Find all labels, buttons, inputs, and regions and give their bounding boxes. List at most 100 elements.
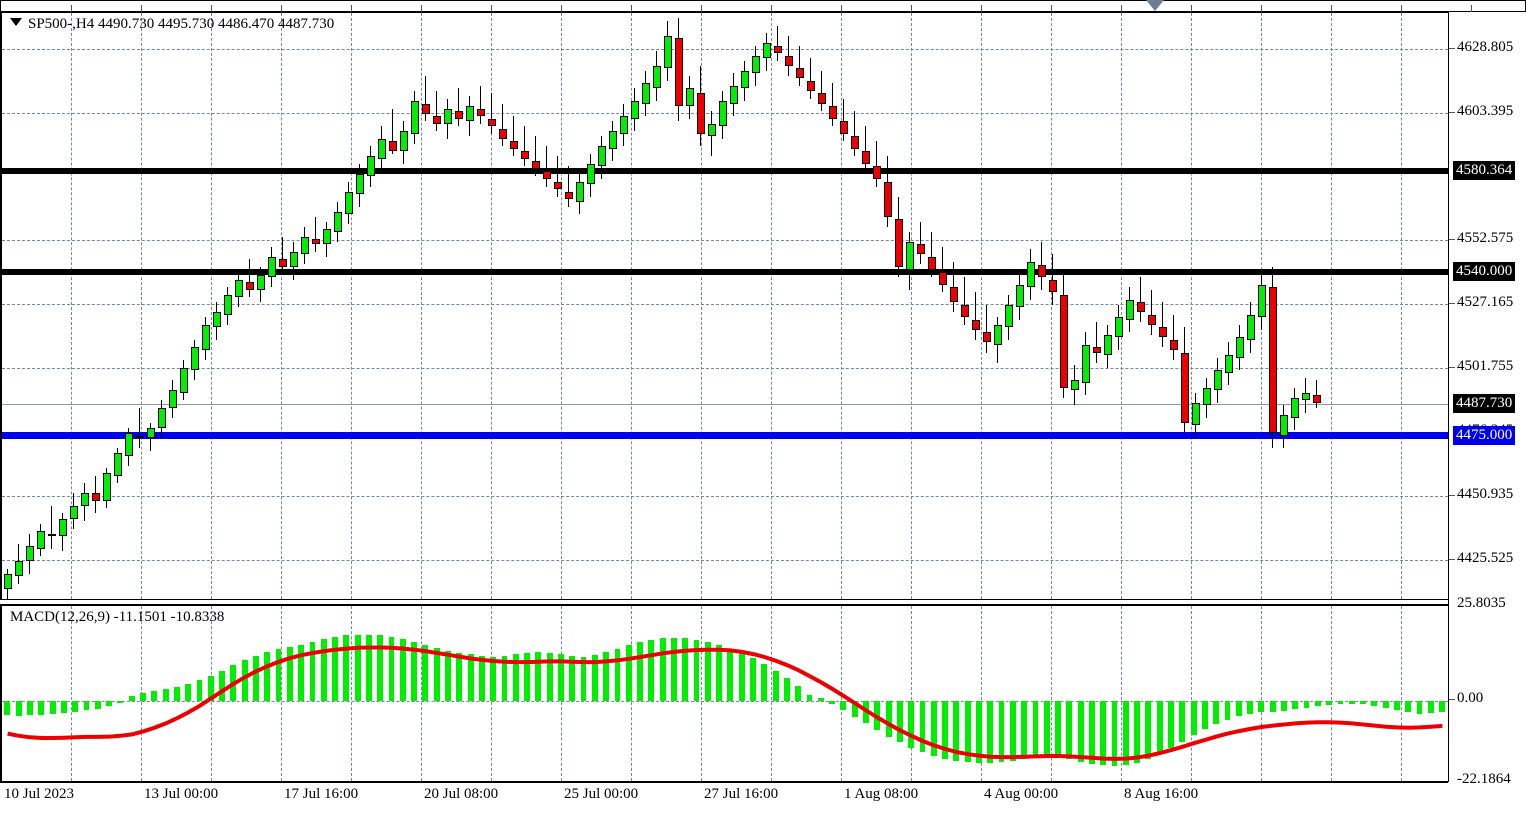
macd-histogram-bar	[365, 634, 372, 701]
macd-histogram-bar	[817, 697, 824, 701]
ruler-tick	[561, 5, 562, 13]
candle-wick	[568, 166, 569, 207]
candlestick	[1148, 13, 1156, 599]
candle-body-bearish	[477, 108, 485, 117]
candle-body-bullish	[1071, 380, 1079, 391]
macd-histogram-bar	[1303, 700, 1310, 708]
candlestick	[730, 13, 738, 599]
price-scale-label: 4628.805	[1457, 38, 1514, 55]
candlestick	[356, 13, 364, 599]
price-scale[interactable]: 4628.805 4603.395 4580.364 4552.575 4540.000…	[1448, 12, 1526, 787]
macd-histogram-bar	[60, 700, 67, 713]
candle-wick	[1096, 322, 1097, 363]
candle-body-bearish	[1049, 279, 1057, 293]
candle-body-bullish	[356, 173, 364, 195]
grid-line-vertical	[211, 13, 212, 599]
horizontal-level-line[interactable]	[2, 167, 1448, 174]
candlestick	[664, 13, 672, 599]
candlestick	[455, 13, 463, 599]
candle-body-bullish	[730, 85, 738, 104]
candlestick	[620, 13, 628, 599]
macd-histogram-bar	[162, 688, 169, 701]
current-price-line	[2, 403, 1448, 405]
macd-histogram-bar	[546, 652, 553, 701]
macd-histogram-bar	[219, 670, 225, 701]
candle-body-bullish	[1115, 317, 1123, 338]
time-axis-label: 13 Jul 00:00	[144, 786, 219, 802]
candle-body-bullish	[345, 191, 353, 215]
macd-histogram-bar	[343, 635, 350, 701]
candle-body-bullish	[125, 433, 133, 456]
candle-body-bearish	[774, 45, 782, 54]
macd-histogram-bar	[411, 641, 418, 701]
ruler-tick	[1471, 5, 1472, 13]
candlestick	[235, 13, 243, 599]
candlestick	[257, 13, 265, 599]
candle-body-bullish	[1291, 397, 1299, 418]
candlestick	[48, 13, 56, 599]
macd-histogram-bar	[467, 654, 474, 701]
macd-histogram-bar	[1416, 700, 1423, 714]
candle-body-bullish	[576, 181, 584, 202]
price-scale-label: 4487.730	[1453, 393, 1516, 413]
candlestick	[1060, 13, 1068, 599]
horizontal-level-line[interactable]	[2, 269, 1448, 276]
macd-histogram-bar	[614, 648, 621, 701]
candlestick	[631, 13, 639, 599]
time-axis-label: 20 Jul 08:00	[424, 786, 499, 802]
candlestick	[15, 13, 23, 599]
candlestick	[829, 13, 837, 599]
candlestick	[147, 13, 155, 599]
price-scale-label: 4580.364	[1453, 160, 1516, 180]
macd-histogram-bar	[490, 656, 497, 701]
grid-line-vertical	[841, 13, 842, 599]
candle-body-bearish	[928, 256, 936, 270]
macd-histogram-bar	[1032, 700, 1039, 758]
macd-histogram-bar	[1326, 700, 1333, 706]
dropdown-triangle-icon[interactable]	[10, 18, 22, 26]
candle-wick	[1162, 302, 1163, 348]
horizontal-level-line[interactable]	[2, 432, 1448, 440]
candle-body-bullish	[290, 251, 298, 267]
macd-histogram-bar	[512, 654, 519, 701]
macd-histogram-bar	[851, 700, 858, 717]
chart-marker-triangle[interactable]	[1146, 0, 1164, 11]
candle-body-bearish	[1170, 339, 1178, 350]
candle-body-bearish	[939, 272, 947, 285]
time-axis-label: 27 Jul 16:00	[704, 786, 779, 802]
macd-histogram-bar	[716, 644, 723, 701]
candle-body-bearish	[884, 181, 892, 217]
grid-line-vertical	[1261, 606, 1262, 781]
macd-histogram-bar	[4, 700, 11, 716]
candle-body-bearish	[499, 128, 507, 139]
time-axis-label: 17 Jul 16:00	[284, 786, 359, 802]
ruler-tick	[1121, 5, 1122, 13]
grid-line-vertical	[281, 606, 282, 781]
macd-histogram-bar	[569, 655, 576, 701]
candlestick	[1049, 13, 1057, 599]
candle-body-bullish	[1214, 370, 1222, 391]
grid-line-horizontal	[2, 368, 1448, 370]
candlestick	[928, 13, 936, 599]
candle-body-bullish	[1005, 304, 1013, 328]
candlestick	[741, 13, 749, 599]
time-axis[interactable]: 10 Jul 2023 13 Jul 00:00 17 Jul 16:00 20 Ju…	[0, 782, 1448, 813]
macd-histogram-bar	[140, 693, 146, 701]
ruler-tick	[911, 5, 912, 13]
macd-histogram-bar	[987, 700, 994, 763]
grid-line-vertical	[771, 13, 772, 599]
macd-histogram-bar	[930, 700, 937, 756]
candle-body-bearish	[543, 171, 551, 179]
macd-pane[interactable]: MACD(12,26,9) -11.1501 -10.8338	[0, 604, 1448, 782]
ruler-tick	[1331, 5, 1332, 13]
candlestick	[37, 13, 45, 599]
candle-body-bearish	[422, 103, 430, 114]
candlestick	[1214, 13, 1222, 599]
macd-histogram-bar	[1405, 700, 1412, 713]
price-chart-pane[interactable]: SP500-,H4 4490.730 4495.730 4486.470 448…	[0, 12, 1448, 600]
time-axis-label: 8 Aug 16:00	[1124, 786, 1199, 802]
candle-body-bullish	[323, 229, 331, 245]
candlestick	[1236, 13, 1244, 599]
candle-wick	[51, 505, 52, 549]
candle-body-bearish	[961, 304, 969, 318]
